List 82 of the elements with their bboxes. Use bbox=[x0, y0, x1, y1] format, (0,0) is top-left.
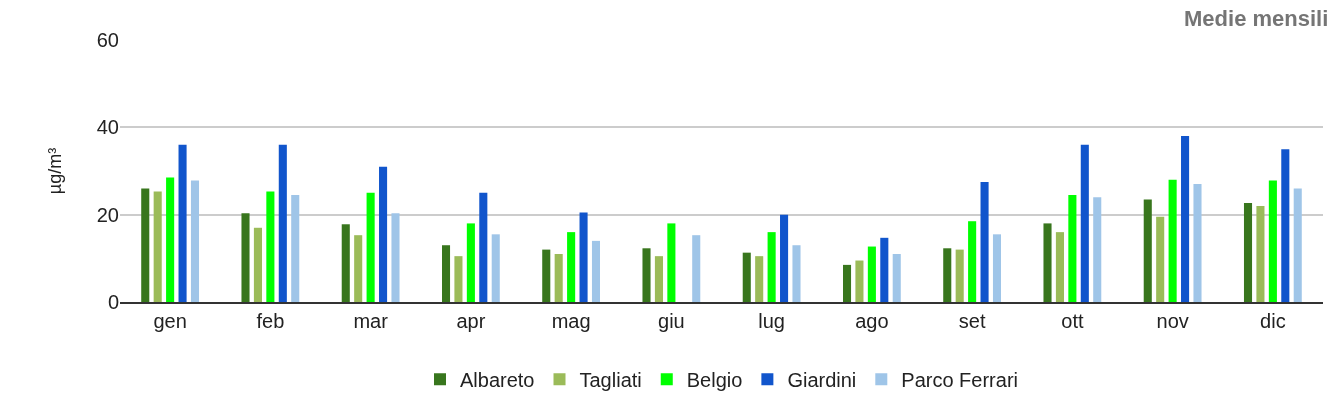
bar bbox=[1080, 144, 1089, 302]
x-tick-label: nov bbox=[1156, 310, 1189, 332]
bar bbox=[391, 213, 400, 302]
y-tick-label: 40 bbox=[96, 116, 119, 139]
bar bbox=[792, 245, 801, 302]
bar bbox=[153, 191, 162, 302]
x-tick-label: apr bbox=[456, 310, 486, 332]
legend-label: Giardini bbox=[787, 368, 857, 391]
bar bbox=[892, 253, 901, 302]
bar bbox=[479, 192, 488, 302]
x-tick-label: set bbox=[958, 310, 986, 332]
bar bbox=[542, 249, 551, 302]
bar bbox=[955, 249, 964, 302]
bar bbox=[1143, 199, 1152, 302]
bar bbox=[190, 180, 200, 302]
x-tick-label: mar bbox=[353, 310, 389, 332]
bar bbox=[1156, 216, 1165, 302]
bar bbox=[278, 144, 287, 302]
bar bbox=[366, 192, 375, 302]
bar bbox=[166, 177, 175, 302]
y-tick-label: 60 bbox=[96, 29, 119, 51]
bar bbox=[980, 181, 989, 302]
bar bbox=[1168, 179, 1177, 302]
legend-label: Albareto bbox=[460, 368, 535, 391]
bar bbox=[842, 264, 852, 302]
bar bbox=[1256, 205, 1265, 302]
bar bbox=[1293, 188, 1302, 302]
bar bbox=[1055, 232, 1064, 302]
bar bbox=[579, 212, 588, 302]
bar bbox=[141, 188, 150, 302]
bar bbox=[1268, 180, 1277, 302]
bar bbox=[1193, 184, 1202, 302]
bar bbox=[1043, 223, 1052, 302]
x-tick-label: lug bbox=[758, 310, 785, 332]
legend-label: Tagliati bbox=[579, 368, 642, 391]
y-tick-label: 20 bbox=[96, 203, 119, 226]
y-axis-title: µg/m³ bbox=[44, 147, 65, 195]
bar bbox=[567, 232, 576, 302]
bar bbox=[654, 256, 663, 302]
bar bbox=[266, 191, 275, 302]
x-tick-label: gen bbox=[153, 310, 187, 332]
bar bbox=[867, 246, 876, 302]
x-tick-label: mag bbox=[551, 310, 591, 332]
bar bbox=[880, 237, 889, 302]
bar bbox=[943, 248, 952, 302]
bar bbox=[992, 234, 1002, 302]
x-tick-label: dic bbox=[1260, 310, 1286, 332]
bar bbox=[855, 260, 864, 302]
bar bbox=[178, 144, 187, 302]
bar bbox=[767, 232, 776, 302]
chart-title: Medie mensili bbox=[1184, 5, 1329, 31]
bar bbox=[591, 240, 601, 302]
bar bbox=[554, 253, 563, 302]
x-tick-label: giu bbox=[658, 310, 685, 332]
bar bbox=[291, 195, 300, 302]
y-tick-label: 0 bbox=[107, 291, 119, 313]
bar bbox=[241, 213, 250, 302]
bar bbox=[780, 214, 789, 302]
bar bbox=[466, 223, 475, 302]
bar bbox=[968, 221, 977, 302]
bar bbox=[379, 166, 388, 302]
bar bbox=[692, 235, 701, 302]
bar bbox=[253, 227, 262, 302]
bar bbox=[354, 235, 363, 302]
bar bbox=[642, 248, 651, 302]
bar bbox=[341, 224, 350, 302]
legend-label: Parco Ferrari bbox=[901, 368, 1018, 391]
x-tick-label: ago bbox=[855, 310, 889, 332]
bar bbox=[742, 252, 751, 302]
bar bbox=[1068, 195, 1077, 302]
bar bbox=[1093, 197, 1102, 302]
bar bbox=[1243, 202, 1253, 302]
bar bbox=[1281, 149, 1290, 302]
bar bbox=[454, 256, 463, 302]
legend-label: Belgio bbox=[686, 368, 743, 391]
bar bbox=[491, 234, 500, 302]
x-tick-label: ott bbox=[1061, 310, 1084, 332]
bar bbox=[755, 256, 764, 302]
x-tick-label: feb bbox=[256, 310, 285, 332]
bar bbox=[1181, 136, 1190, 302]
bar bbox=[441, 245, 451, 302]
bar bbox=[667, 223, 676, 302]
